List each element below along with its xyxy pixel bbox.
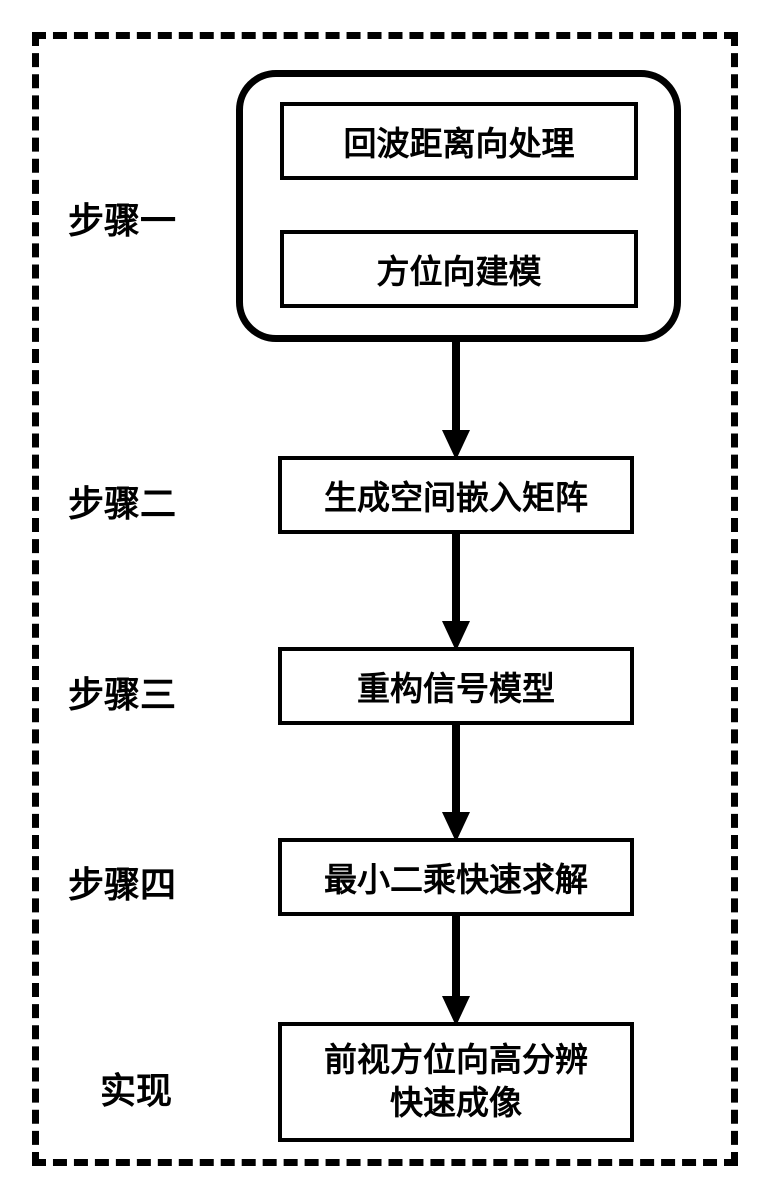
step2-label: 步骤二: [68, 475, 176, 527]
step2-box: 生成空间嵌入矩阵: [278, 456, 634, 534]
step3-label: 步骤三: [68, 666, 176, 718]
arrow-4: [436, 916, 476, 1032]
step1-label: 步骤一: [68, 192, 176, 244]
step4-box: 最小二乘快速求解: [278, 838, 634, 916]
step1-inner-box-1: 回波距离向处理: [280, 102, 638, 180]
arrow-3: [436, 725, 476, 848]
arrow-2: [436, 534, 476, 657]
result-box: 前视方位向高分辨 快速成像: [278, 1022, 634, 1142]
step4-label: 步骤四: [68, 856, 176, 908]
result-label: 实现: [100, 1062, 172, 1114]
step1-inner-box-2: 方位向建模: [280, 230, 638, 308]
arrow-1: [436, 342, 476, 466]
step3-box: 重构信号模型: [278, 647, 634, 725]
